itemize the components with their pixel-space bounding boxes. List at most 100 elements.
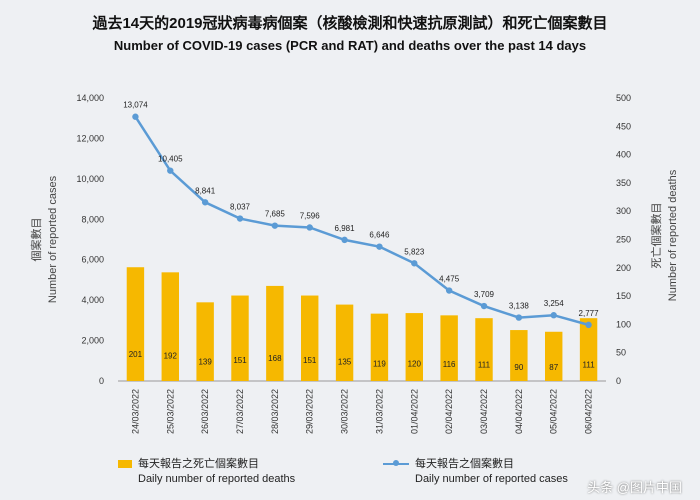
legend-deaths-zh: 每天報告之死亡個案數目 [138,458,259,470]
left-tick-label: 14,000 [76,93,104,103]
cases-point-label: 13,074 [123,101,148,110]
chart-subtitle: Number of COVID-19 cases (PCR and RAT) a… [113,38,587,53]
legend-deaths-en: Daily number of reported deaths [138,473,296,485]
x-tick-label: 02/04/2022 [444,389,454,434]
right-tick-label: 200 [616,263,631,273]
left-tick-label: 8,000 [81,214,104,224]
x-tick-label: 26/03/2022 [200,389,210,434]
cases-point [480,302,488,310]
death-bar-label: 151 [303,356,317,365]
death-bar-label: 116 [443,360,456,369]
cases-point-label: 3,138 [509,302,530,311]
cases-point-label: 8,037 [230,203,251,212]
death-bar-label: 192 [164,351,178,360]
death-bar-label: 90 [514,363,523,372]
cases-line [134,116,589,327]
left-tick-label: 2,000 [81,336,104,346]
left-tick-label: 10,000 [76,174,104,184]
death-bar [545,331,563,381]
cases-point [306,224,313,231]
legend-deaths: 每天報告之死亡個案數目 Daily number of reported dea… [118,457,295,487]
cases-point [411,260,418,267]
death-bar-label: 135 [338,358,352,367]
left-tick-label: 4,000 [81,295,104,305]
legend-cases: 每天報告之個案數目 Daily number of reported cases [383,457,568,487]
legend-line-swatch [383,460,409,467]
death-bar-label: 120 [408,359,422,368]
death-bar-label: 119 [373,360,386,369]
death-bar-label: 139 [198,357,212,366]
death-bar-label: 151 [233,356,247,365]
right-tick-label: 150 [616,291,631,301]
cases-point [550,312,557,319]
right-axis-title-en: Number of reported deaths [667,169,679,301]
watermark: 头条 @图片中国 [587,480,682,495]
death-bar-label: 111 [478,360,491,369]
cases-point-label: 3,709 [474,290,495,299]
death-bar [510,330,528,381]
death-bar [301,295,319,381]
death-bar [440,315,458,381]
cases-point [271,222,279,229]
cases-point-label: 7,596 [300,211,321,220]
x-tick-label: 05/04/2022 [549,389,559,434]
death-bar [161,272,179,381]
cases-point-label: 6,981 [335,224,356,233]
cases-point [236,215,244,222]
left-axis-title-zh: 個案數目 [29,218,43,262]
death-bar-label: 111 [582,360,595,369]
death-bar [126,267,145,381]
x-tick-label: 24/03/2022 [130,389,140,434]
right-axis-title-zh: 死亡個案數目 [649,203,663,269]
death-bar [231,295,249,381]
right-tick-label: 50 [616,348,626,358]
cases-point [376,243,383,250]
death-bar [475,318,493,381]
death-bar [196,302,214,381]
death-bar-label: 168 [268,354,282,363]
legend-bar-swatch [118,460,132,469]
x-tick-label: 30/03/2022 [340,389,350,434]
x-tick-label: 27/03/2022 [235,389,245,434]
death-bar [370,313,389,381]
x-tick-label: 04/04/2022 [514,389,524,434]
cases-point [445,287,453,294]
cases-point [515,314,523,321]
right-tick-label: 350 [616,178,631,188]
cases-point [341,236,348,244]
death-bar [579,318,598,381]
death-bar [266,285,284,381]
cases-point-label: 2,777 [579,309,600,318]
right-tick-label: 250 [616,235,631,245]
right-tick-label: 100 [616,319,631,329]
left-tick-label: 12,000 [76,133,104,143]
cases-point-label: 7,685 [265,210,286,219]
cases-point [132,113,139,120]
x-tick-label: 25/03/2022 [165,389,175,434]
right-tick-label: 0 [616,376,621,386]
x-tick-label: 03/04/2022 [479,389,489,434]
x-tick-label: 01/04/2022 [409,389,419,434]
death-bar [335,304,354,381]
left-tick-label: 6,000 [81,255,104,265]
cases-point [201,199,209,206]
death-bar [405,313,423,381]
death-bar-label: 87 [549,363,558,372]
death-bar-label: 201 [129,350,143,359]
left-axis-title-en: Number of reported cases [47,175,59,303]
right-tick-label: 400 [616,150,631,160]
cases-point-label: 6,646 [369,231,390,240]
cases-point-label: 3,254 [544,299,565,308]
cases-point-label: 10,405 [158,155,183,164]
left-tick-label: 0 [99,376,104,386]
cases-point-label: 4,475 [439,275,460,284]
legend-cases-en: Daily number of reported cases [415,473,568,485]
cases-point [585,321,592,329]
x-tick-label: 31/03/2022 [374,389,384,434]
right-tick-label: 500 [616,93,631,103]
x-tick-label: 28/03/2022 [270,389,280,434]
chart-title: 過去14天的2019冠狀病毒病個案（核酸檢測和快速抗原測試）和死亡個案數目 [92,15,608,32]
x-tick-label: 29/03/2022 [305,389,315,434]
cases-point-label: 5,823 [404,247,425,256]
cases-point [167,167,174,174]
